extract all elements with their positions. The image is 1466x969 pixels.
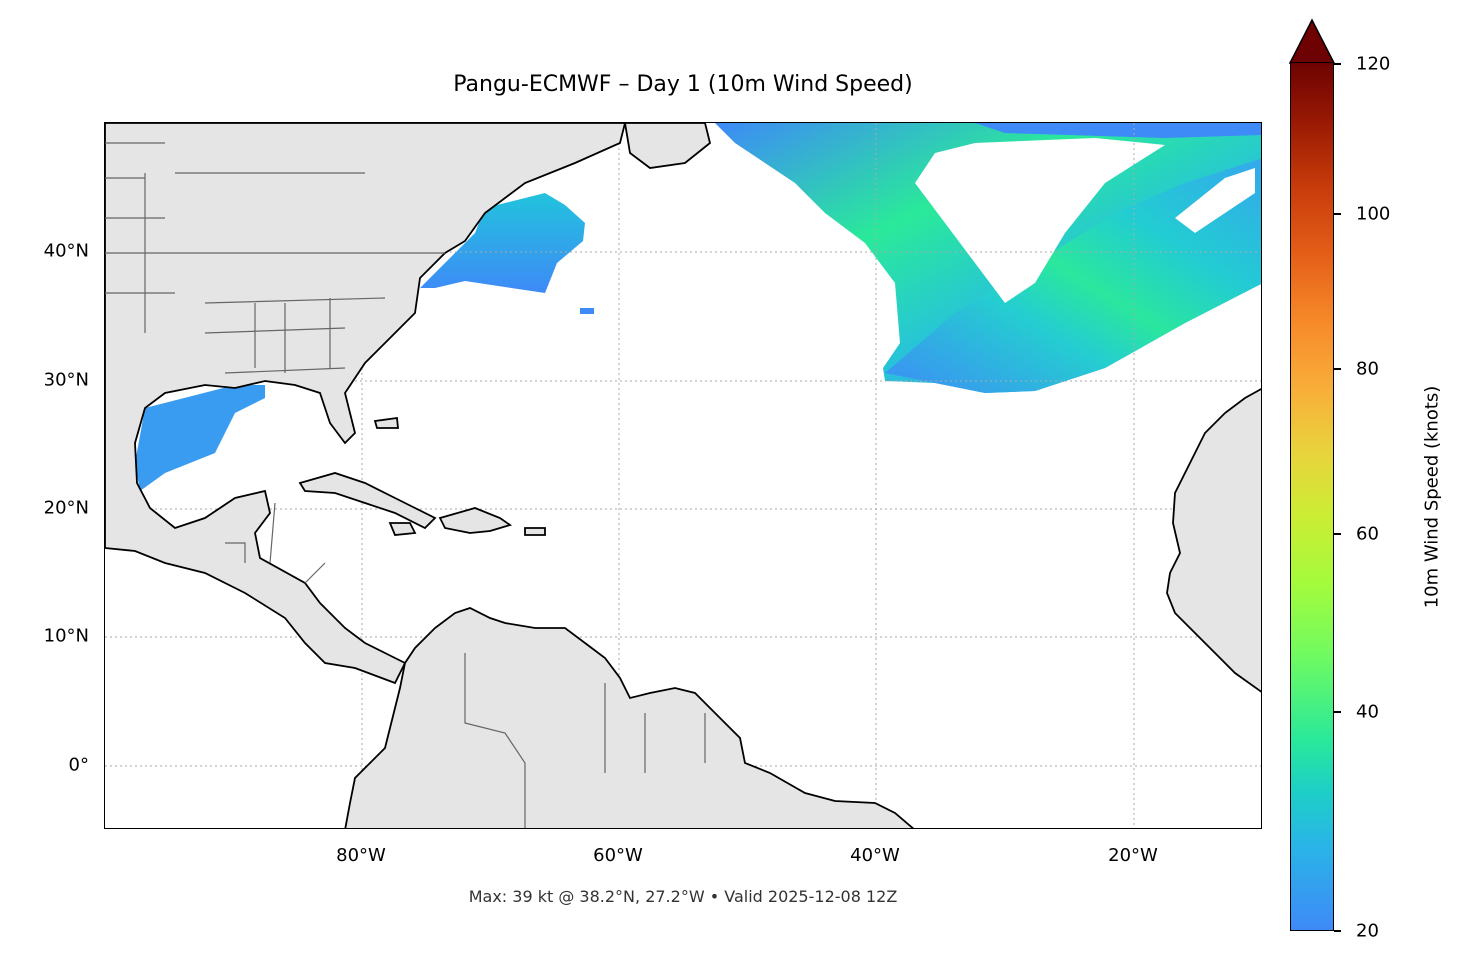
lon-label-80w: 80°W [336, 845, 386, 866]
map-panel[interactable] [104, 122, 1262, 829]
lat-label-10n: 10°N [43, 625, 89, 647]
colorbar-label-80: 80 [1356, 358, 1379, 380]
lat-label-30n: 30°N [43, 369, 89, 391]
colorbar-label-100: 100 [1356, 203, 1391, 225]
colorbar-tick [1334, 213, 1341, 215]
colorbar-tick [1334, 711, 1341, 713]
colorbar-label-60: 60 [1356, 523, 1379, 545]
colorbar-label-20: 20 [1356, 920, 1379, 942]
lat-label-20n: 20°N [43, 497, 89, 519]
lon-label-40w: 40°W [850, 845, 900, 866]
wind-speed-field [135, 123, 1261, 491]
colorbar [1290, 62, 1334, 931]
colorbar-extend-arrow-icon [1289, 18, 1335, 64]
gridlines [105, 123, 1261, 828]
max-wind-footer: Max: 39 kt @ 38.2°N, 27.2°W • Valid 2025… [468, 887, 898, 906]
political-borders [105, 142, 706, 828]
lat-label-40n: 40°N [43, 240, 89, 262]
lon-label-60w: 60°W [593, 845, 643, 866]
plot-title: Pangu-ECMWF – Day 1 (10m Wind Speed) [453, 72, 913, 97]
colorbar-tick [1334, 63, 1341, 65]
colorbar-tick [1334, 368, 1341, 370]
colorbar-tick [1334, 930, 1341, 932]
colorbar-tick [1334, 533, 1341, 535]
colorbar-label-40: 40 [1356, 701, 1379, 723]
map-canvas [105, 123, 1261, 828]
colorbar-label-120: 120 [1356, 53, 1391, 75]
colorbar-title: 10m Wind Speed (knots) [1421, 385, 1443, 609]
lon-label-20w: 20°W [1108, 845, 1158, 866]
lat-label-0: 0° [68, 754, 89, 776]
